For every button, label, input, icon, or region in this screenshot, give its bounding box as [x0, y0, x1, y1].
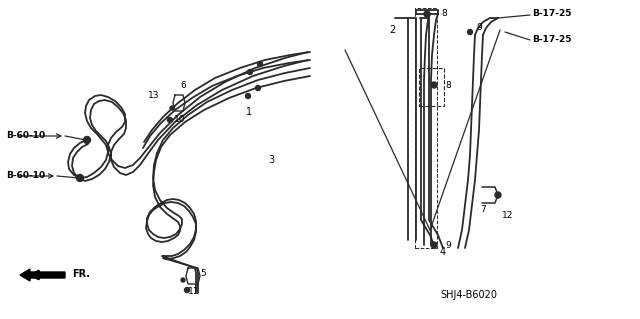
Circle shape — [467, 29, 472, 34]
Circle shape — [184, 287, 189, 293]
Text: 4: 4 — [440, 247, 446, 257]
Text: B-60-10: B-60-10 — [6, 172, 45, 181]
Text: B-17-25: B-17-25 — [532, 10, 572, 19]
Text: 6: 6 — [180, 80, 186, 90]
Circle shape — [257, 62, 262, 66]
Text: SHJ4-B6020: SHJ4-B6020 — [440, 290, 497, 300]
Circle shape — [246, 93, 250, 99]
Circle shape — [431, 82, 437, 88]
Circle shape — [83, 137, 90, 144]
Circle shape — [495, 192, 501, 198]
Circle shape — [424, 11, 430, 17]
Text: 2: 2 — [390, 25, 396, 35]
Text: 9: 9 — [476, 24, 482, 33]
Circle shape — [248, 70, 253, 75]
Text: 3: 3 — [268, 155, 274, 165]
Text: 13: 13 — [148, 91, 159, 100]
Circle shape — [170, 106, 174, 110]
Text: 7: 7 — [480, 205, 486, 214]
Text: 10: 10 — [174, 115, 186, 124]
Text: 11: 11 — [188, 287, 200, 296]
Text: 12: 12 — [502, 211, 513, 219]
Text: B-60-10: B-60-10 — [6, 131, 45, 140]
Circle shape — [255, 85, 260, 91]
Text: 8: 8 — [441, 10, 447, 19]
Text: 5: 5 — [200, 269, 205, 278]
Circle shape — [181, 278, 185, 282]
Bar — [415, 8, 437, 248]
Text: 8: 8 — [445, 80, 451, 90]
Text: FR.: FR. — [72, 269, 90, 279]
Text: 1: 1 — [246, 107, 252, 117]
Bar — [419, 68, 444, 106]
Circle shape — [168, 117, 173, 122]
Circle shape — [77, 174, 83, 182]
Text: 9: 9 — [445, 241, 451, 249]
FancyArrow shape — [20, 269, 65, 281]
Text: B-17-25: B-17-25 — [532, 34, 572, 43]
Circle shape — [431, 242, 437, 248]
